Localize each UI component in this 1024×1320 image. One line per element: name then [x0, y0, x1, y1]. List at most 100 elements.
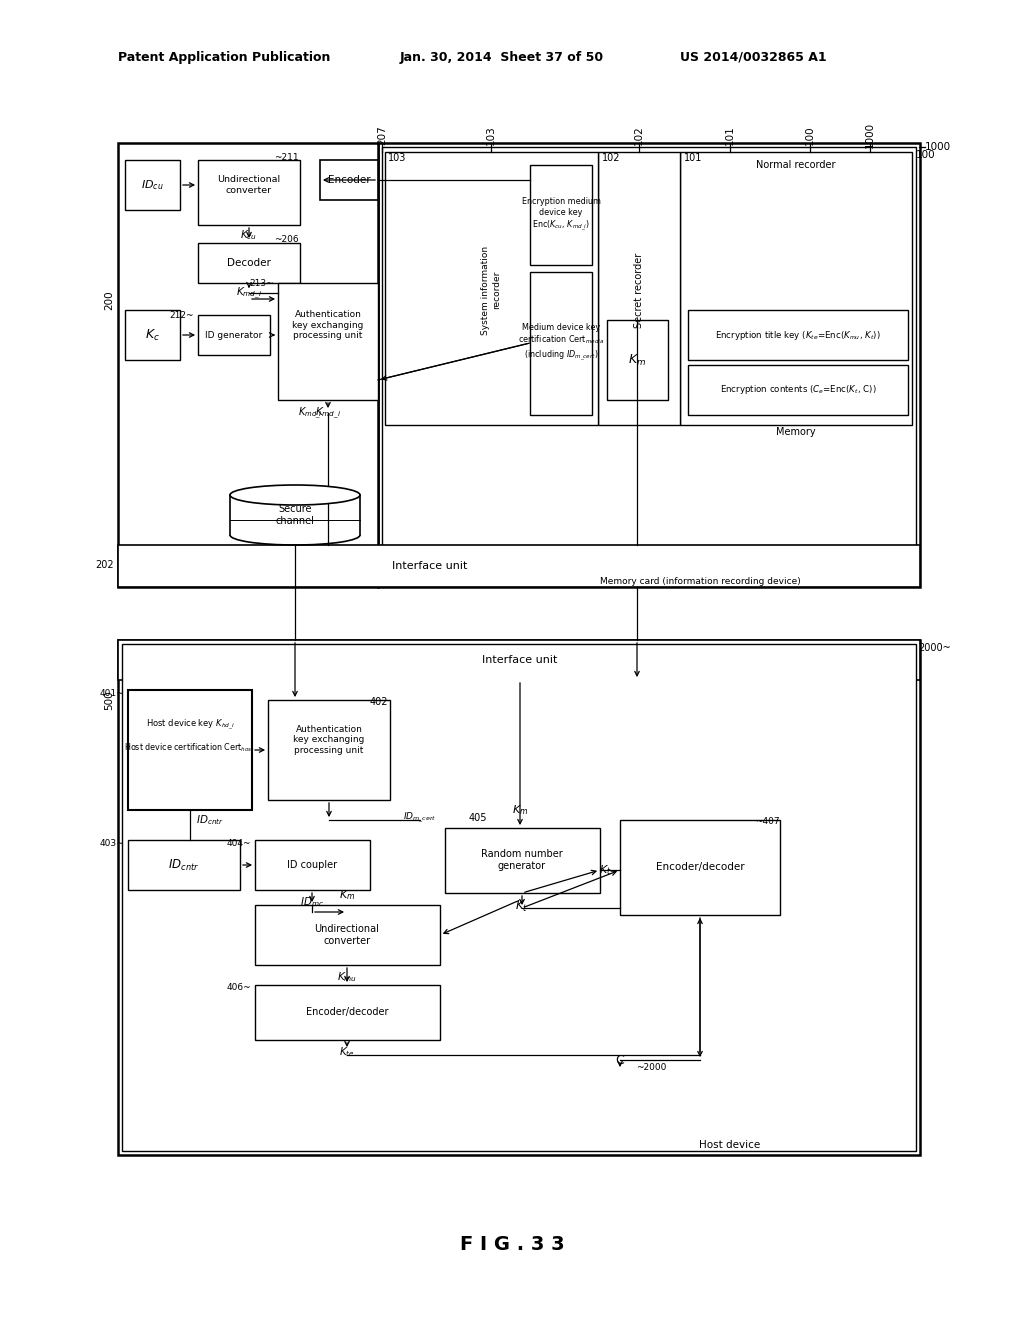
- Text: Encryption title key ($K_{te}$=Enc($K_{mu}$, $K_t$)): Encryption title key ($K_{te}$=Enc($K_{m…: [715, 329, 881, 342]
- Text: 402: 402: [370, 697, 388, 708]
- Bar: [607, 319, 668, 400]
- Text: Encoder/decoder: Encoder/decoder: [655, 862, 744, 873]
- Text: $K_m$: $K_m$: [339, 888, 355, 902]
- Bar: [118, 640, 920, 680]
- Bar: [255, 906, 440, 965]
- Text: $K_c$: $K_c$: [144, 327, 160, 343]
- Text: 406~: 406~: [226, 983, 251, 993]
- Bar: [319, 160, 378, 201]
- Bar: [255, 840, 370, 890]
- Text: 200: 200: [104, 290, 114, 310]
- Text: 401~: 401~: [99, 689, 124, 697]
- Text: 212~: 212~: [170, 310, 194, 319]
- Text: Authentication
key exchanging
processing unit: Authentication key exchanging processing…: [293, 725, 365, 755]
- Text: Encryption contents ($C_e$=Enc($K_t$, C)): Encryption contents ($C_e$=Enc($K_t$, C)…: [720, 384, 877, 396]
- Text: System information
recorder: System information recorder: [481, 246, 501, 334]
- Text: 103: 103: [388, 153, 407, 162]
- Text: 100: 100: [916, 150, 936, 160]
- Text: Normal recorder: Normal recorder: [757, 160, 836, 170]
- Text: $ID_{mc}$: $ID_{mc}$: [300, 895, 324, 909]
- Bar: [198, 315, 270, 355]
- Text: 403~: 403~: [99, 838, 124, 847]
- Text: $K_t$: $K_t$: [599, 863, 612, 876]
- Bar: [122, 644, 916, 1151]
- Bar: [378, 143, 920, 587]
- Text: Host device certification Cert$_{host}$: Host device certification Cert$_{host}$: [125, 742, 256, 754]
- Bar: [598, 152, 680, 425]
- Text: 1000: 1000: [925, 143, 951, 152]
- Bar: [620, 820, 780, 915]
- Text: Encoder/decoder: Encoder/decoder: [306, 1007, 388, 1016]
- Text: ~407: ~407: [756, 817, 780, 826]
- Text: Decoder: Decoder: [227, 257, 271, 268]
- Text: 100: 100: [805, 125, 815, 145]
- Bar: [268, 700, 390, 800]
- Text: Medium device key
certification Cert$_{media}$
(including $ID_{m\_cert}$): Medium device key certification Cert$_{m…: [518, 323, 604, 363]
- Text: Host device: Host device: [699, 1140, 761, 1150]
- Text: $K_{te}$: $K_{te}$: [339, 1045, 355, 1059]
- Text: Undirectional
converter: Undirectional converter: [217, 176, 281, 195]
- Text: ID generator: ID generator: [206, 330, 262, 339]
- Text: 405: 405: [469, 813, 487, 822]
- Text: $K_{mu}$: $K_{mu}$: [337, 970, 357, 983]
- Text: Interface unit: Interface unit: [392, 561, 468, 572]
- Text: $K_{md\_i}$: $K_{md\_i}$: [315, 405, 341, 421]
- Text: ~211: ~211: [274, 153, 299, 161]
- Text: $K_m$: $K_m$: [512, 803, 528, 817]
- Bar: [688, 310, 908, 360]
- Text: $K_{md\_i}$: $K_{md\_i}$: [236, 285, 262, 301]
- Bar: [445, 828, 600, 894]
- Text: Patent Application Publication: Patent Application Publication: [118, 50, 331, 63]
- Text: C: C: [615, 1053, 625, 1067]
- Text: 202: 202: [95, 560, 114, 570]
- Text: Host device key $K_{hd\_i}$: Host device key $K_{hd\_i}$: [145, 718, 234, 733]
- Bar: [125, 310, 180, 360]
- Text: $ID_{cntr}$: $ID_{cntr}$: [168, 858, 200, 873]
- Text: Encoder: Encoder: [328, 176, 371, 185]
- Text: Secure
channel: Secure channel: [275, 504, 314, 525]
- Bar: [278, 282, 378, 400]
- Text: $K_{md\_i}$: $K_{md\_i}$: [298, 405, 323, 421]
- Text: ~206: ~206: [274, 235, 299, 244]
- Text: Memory card (information recording device): Memory card (information recording devic…: [600, 577, 801, 586]
- Text: 101: 101: [725, 125, 735, 145]
- Text: 1000: 1000: [865, 121, 874, 148]
- Text: 213~: 213~: [250, 279, 274, 288]
- Text: $ID_{cntr}$: $ID_{cntr}$: [196, 813, 224, 826]
- Bar: [680, 152, 912, 425]
- Text: Authentication
key exchanging
processing unit: Authentication key exchanging processing…: [292, 310, 364, 339]
- Bar: [530, 272, 592, 414]
- Text: ID coupler: ID coupler: [287, 861, 337, 870]
- Bar: [255, 985, 440, 1040]
- Bar: [118, 640, 920, 1155]
- Bar: [530, 165, 592, 265]
- Text: F I G . 3 3: F I G . 3 3: [460, 1236, 564, 1254]
- Text: ~2000: ~2000: [636, 1063, 667, 1072]
- Text: $ID_{cu}$: $ID_{cu}$: [140, 178, 164, 191]
- Text: $K_m$: $K_m$: [628, 352, 646, 367]
- Bar: [128, 840, 240, 890]
- Text: 2000~: 2000~: [918, 643, 950, 653]
- Bar: [118, 143, 378, 587]
- Bar: [125, 160, 180, 210]
- Text: $ID_{m\_cert}$: $ID_{m\_cert}$: [403, 810, 437, 825]
- Text: 102: 102: [602, 153, 621, 162]
- Bar: [385, 152, 598, 425]
- Bar: [382, 147, 916, 583]
- Bar: [198, 160, 300, 224]
- Text: $K_{cu}$: $K_{cu}$: [241, 228, 257, 242]
- Text: Random number
generator: Random number generator: [481, 849, 563, 871]
- Text: 500: 500: [104, 690, 114, 710]
- Bar: [118, 545, 920, 587]
- Text: Encryption medium
device key
Enc($K_{cu}$, $K_{md\_i}$): Encryption medium device key Enc($K_{cu}…: [521, 197, 600, 232]
- Text: Jan. 30, 2014  Sheet 37 of 50: Jan. 30, 2014 Sheet 37 of 50: [400, 50, 604, 63]
- Bar: [198, 243, 300, 282]
- Text: $K_t$: $K_t$: [515, 899, 528, 913]
- Text: 101: 101: [684, 153, 702, 162]
- Text: Interface unit: Interface unit: [482, 655, 558, 665]
- Text: 103: 103: [486, 125, 496, 145]
- Text: 404~: 404~: [226, 838, 251, 847]
- Text: Undirectional
converter: Undirectional converter: [314, 924, 380, 946]
- Bar: [128, 690, 252, 810]
- Text: 102: 102: [634, 125, 644, 145]
